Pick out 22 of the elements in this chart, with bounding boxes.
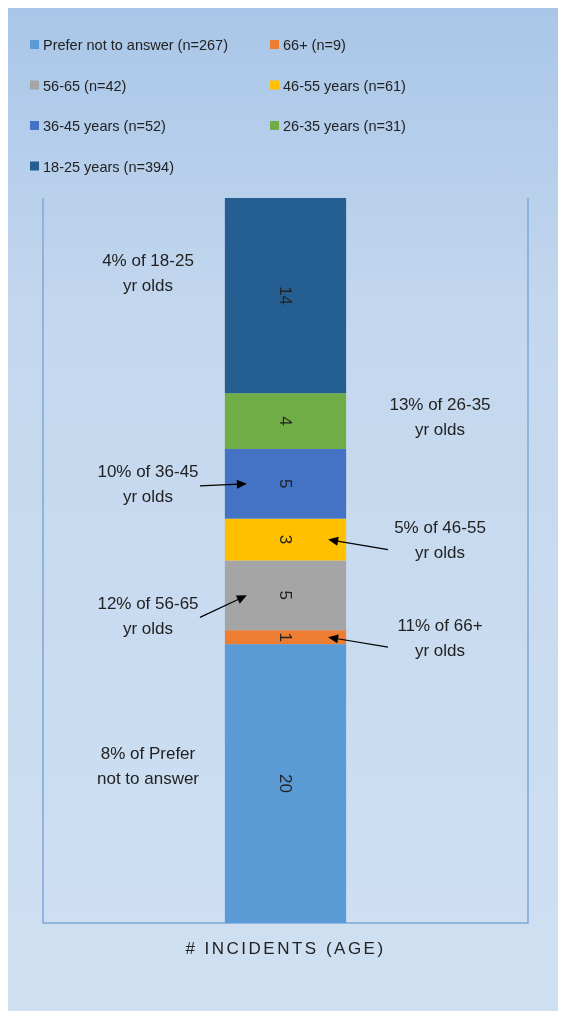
data-label: 20 — [276, 774, 295, 794]
legend-label: 36-45 years (n=52) — [43, 118, 166, 134]
data-label: 5 — [276, 590, 295, 601]
data-label: 4 — [276, 416, 295, 426]
text: 4% of 18-25 yr olds — [102, 250, 194, 295]
legend-label: 66+ (n=9) — [283, 37, 346, 53]
legend-label: 46-55 years (n=61) — [283, 77, 406, 94]
legend-label: 56-65 (n=42) — [43, 77, 127, 94]
text: 12% of 56-65 yr olds — [97, 593, 199, 638]
data-label: 1 — [276, 632, 295, 642]
text: 11% of 66+ yr olds — [397, 615, 483, 660]
data-label: 5 — [276, 479, 295, 489]
legend-label: 26-35 years (n=31) — [283, 118, 406, 134]
data-label: 14 — [276, 286, 295, 306]
legend-label: 18-25 years (n=394) — [43, 158, 174, 175]
text: 5% of 46-55 yr olds — [394, 517, 486, 562]
x-axis-title: # INCIDENTS (AGE) — [185, 938, 386, 958]
data-label: 3 — [276, 534, 295, 545]
legend-label: Prefer not to answer (n=267) — [43, 37, 228, 53]
text: 8% of Prefer not to answer — [96, 743, 200, 788]
text: 13% of 26-35 yr olds — [389, 394, 491, 439]
text: 10% of 36-45 yr olds — [97, 461, 199, 506]
